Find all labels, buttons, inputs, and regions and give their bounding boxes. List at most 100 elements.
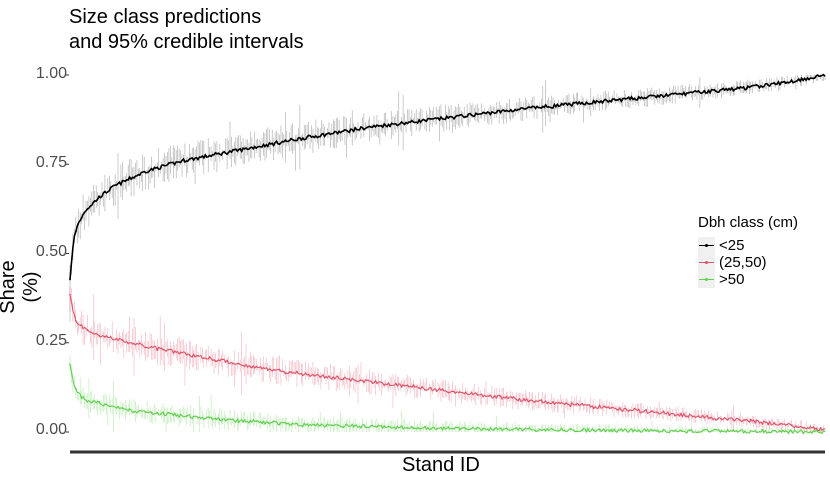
data-point [261,422,263,425]
data-point [365,126,368,129]
data-point [74,319,77,322]
chart-subtitle: and 95% credible intervals [69,31,304,53]
data-point [616,99,618,101]
data-point [365,426,368,429]
data-point [69,278,71,281]
data-point [476,113,479,116]
data-point [435,428,438,430]
data-point [325,375,327,378]
data-point [92,400,95,403]
data-point [482,395,485,398]
data-point [249,365,252,368]
data-point [301,425,304,428]
data-point [685,431,688,434]
data-point [650,410,653,412]
data-point [470,114,473,116]
data-point [266,369,269,371]
data-point [429,386,432,389]
data-point [319,376,322,379]
data-point [761,428,764,431]
data-point [714,90,717,93]
data-point [400,386,403,388]
data-point [802,432,805,435]
data-point [354,424,357,427]
data-point [476,426,479,429]
data-point [360,126,362,128]
data-point [202,156,205,159]
data-point [69,363,71,366]
data-point [237,421,240,424]
data-point [540,107,543,110]
error-bars-0 [69,75,826,322]
data-point [639,430,642,433]
data-point [80,324,83,327]
data-point [639,97,642,100]
data-point [371,424,374,427]
data-point [720,429,723,432]
data-point [284,372,287,375]
data-point [383,123,386,125]
data-point [557,105,560,108]
data-point [173,412,176,415]
data-point [133,177,135,179]
data-point [220,358,223,361]
data-point [569,103,572,106]
data-point [272,420,275,423]
y-tick-label: 1.00 [35,65,67,82]
legend-item: (25,50) [698,254,798,271]
data-point [348,131,351,134]
data-point [214,417,217,420]
data-point [232,362,234,365]
y-tick-label: 0.25 [35,332,67,349]
data-point [680,93,682,95]
data-point [709,417,711,419]
data-point [499,395,502,398]
data-point [412,427,415,430]
data-point [138,174,141,176]
data-point [162,411,165,414]
data-point [720,418,723,421]
data-point [779,423,781,426]
data-point [86,329,89,331]
data-point [464,391,467,394]
data-point [470,391,473,394]
data-point [342,378,345,380]
data-point [74,230,77,233]
data-point [214,152,217,154]
data-point [278,368,281,371]
data-point [104,336,106,338]
data-point [581,402,583,405]
data-point [325,425,327,427]
data-point [307,134,310,137]
data-point [168,162,170,164]
data-point [400,425,403,428]
data-point [749,430,752,432]
data-point [115,183,118,186]
data-point [348,378,351,380]
data-point [488,395,490,397]
data-point [517,399,519,402]
data-point [773,421,775,424]
data-point [767,431,770,434]
data-point [185,353,188,356]
data-point [546,428,549,430]
data-point [325,133,327,136]
data-point [138,342,141,345]
data-point [226,153,229,156]
data-point [208,154,211,157]
data-point [627,409,630,412]
data-point [738,418,741,421]
data-point [726,429,729,432]
data-point [470,427,473,430]
data-point [162,348,165,351]
data-point [447,117,450,119]
data-point [540,429,543,432]
data-point [441,117,444,120]
data-point [394,427,397,430]
data-point [813,428,816,430]
data-point [319,424,322,427]
data-point [307,373,310,376]
y-axis-label: Share (%) [0,260,42,314]
data-point [685,92,688,95]
data-point [342,129,345,132]
